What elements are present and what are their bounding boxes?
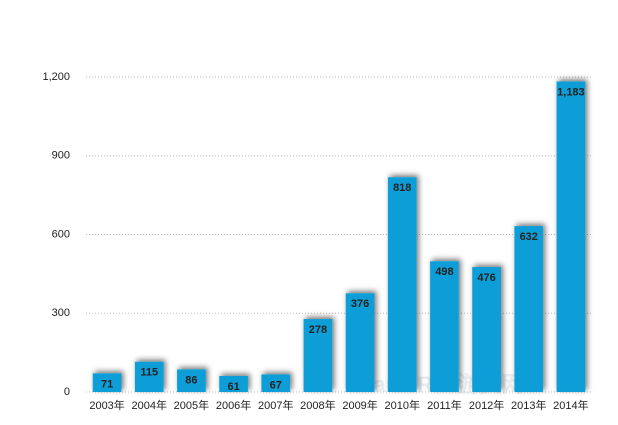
x-tick-label: 2003年 [89,398,124,412]
y-tick-label: 300 [52,307,70,319]
value-label: 376 [351,298,369,310]
x-tick-label: 2010年 [385,398,420,412]
bar [92,373,122,392]
bar [261,374,291,392]
x-tick-label: 2011年 [427,398,462,412]
value-label: 818 [393,182,411,194]
y-tick-label: 900 [52,150,70,162]
x-tick-label: 2005年 [174,398,209,412]
bar [219,375,248,392]
x-tick-label: 2007年 [258,398,293,412]
x-tick-label: 2006年 [216,398,251,412]
x-tick-label: 2012年 [469,398,504,412]
bar [556,81,586,393]
x-tick-label: 2008年 [300,398,335,412]
x-tick-label: 2004年 [132,398,167,412]
value-label: 278 [309,324,327,336]
y-tick-label: 1,200 [42,71,70,83]
y-tick-label: 0 [64,386,70,398]
bar [303,319,333,392]
value-label: 67 [270,379,282,391]
y-tick-label: 600 [52,228,70,240]
bar [514,226,544,392]
value-label: 61 [227,381,239,393]
bar [177,369,206,392]
x-tick-label: 2009年 [342,398,377,412]
value-label: 476 [477,272,495,284]
bar [430,261,459,392]
value-label: 632 [520,231,538,243]
value-label: 1,183 [557,86,585,98]
value-label: 498 [435,266,453,278]
value-label: 115 [140,367,158,379]
bar [387,177,417,392]
value-label: 71 [101,378,113,390]
bar [472,267,501,392]
bar [134,361,164,392]
x-tick-label: 2014年 [553,398,588,412]
x-tick-label: 2013年 [511,398,546,412]
value-label: 86 [185,374,197,386]
bar [345,293,375,392]
